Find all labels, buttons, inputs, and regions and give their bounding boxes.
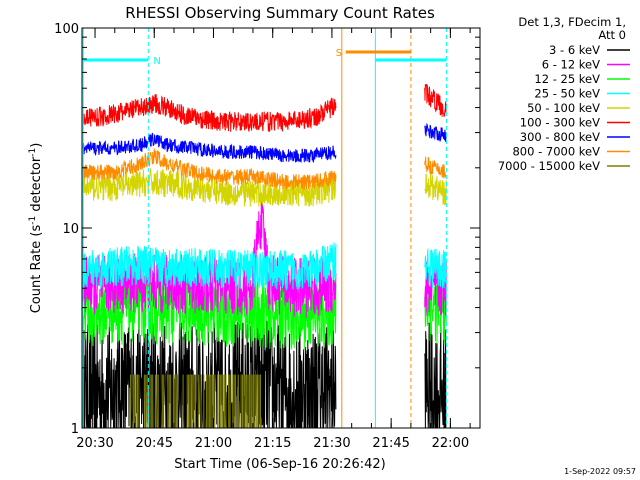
info-line: Det 1,3, FDecim 1, <box>518 15 626 29</box>
legend-label: 7000 - 15000 keV <box>498 159 600 173</box>
x-axis-label: Start Time (06-Sep-16 20:26:42) <box>174 457 385 472</box>
series-line <box>424 321 447 429</box>
y-ticks: 100 10 1 <box>54 22 480 437</box>
x-tick-label: 21:45 <box>372 436 409 451</box>
series-line <box>82 192 337 318</box>
legend-label: 800 - 7000 keV <box>512 145 600 159</box>
series-100-300-kev <box>82 83 447 132</box>
series-line <box>424 83 447 117</box>
y-tick-label: 10 <box>62 222 79 237</box>
legend-label: 25 - 50 keV <box>534 87 600 101</box>
y-axis-label-exp: -1 <box>28 148 38 157</box>
y-axis-label-part: ) <box>29 143 44 148</box>
timestamp: 1-Sep-2022 09:57 <box>564 467 636 476</box>
y-axis-label-part: Count Rate (s <box>29 225 44 314</box>
x-ticks: 20:30 20:45 21:00 21:15 21:30 21:45 22:00 <box>76 28 471 451</box>
series-line <box>82 94 337 132</box>
north-label: N <box>153 56 160 67</box>
y-tick-label: 100 <box>54 22 79 37</box>
x-tick-label: 20:45 <box>136 436 173 451</box>
legend-label: 12 - 25 keV <box>534 72 600 86</box>
south-label: S <box>336 48 342 59</box>
y-axis-label: Count Rate (s-1 detector-1) <box>28 143 44 314</box>
series-7000-15000-kev <box>130 374 261 428</box>
series-line <box>424 122 447 143</box>
plot-area: N S 100 10 120:30 20:45 21:00 21:15 21:30 21:45 22… <box>54 22 481 451</box>
series-line <box>424 273 447 344</box>
series-line <box>82 242 337 291</box>
legend-label: 300 - 800 keV <box>520 130 600 144</box>
x-tick-label: 20:30 <box>76 436 113 451</box>
series-line <box>82 148 337 191</box>
series-line <box>424 172 447 206</box>
x-tick-label: 21:15 <box>254 436 291 451</box>
series-300-800-kev <box>82 122 447 163</box>
series-800-7000-kev <box>82 148 447 191</box>
series-line <box>424 248 447 289</box>
y-tick-label: 1 <box>71 422 79 437</box>
x-tick-label: 21:30 <box>313 436 350 451</box>
series-25-50-kev <box>82 242 447 291</box>
legend-label: 100 - 300 keV <box>520 116 600 130</box>
y-axis-label-exp: -1 <box>28 216 38 225</box>
legend-label: 50 - 100 keV <box>527 101 600 115</box>
detector-info: Det 1,3, FDecim 1,Att 0 <box>518 15 626 42</box>
info-line: Att 0 <box>598 28 626 42</box>
legend-label: 6 - 12 keV <box>542 58 600 72</box>
series-50-100-kev <box>82 168 447 207</box>
y-axis-label-part: detector <box>29 156 44 216</box>
chart-title: RHESSI Observing Summary Count Rates <box>125 4 435 22</box>
x-tick-label: 22:00 <box>432 436 469 451</box>
series-line <box>82 132 337 163</box>
legend-label: 3 - 6 keV <box>549 43 600 57</box>
series-line <box>424 156 447 179</box>
x-tick-label: 21:00 <box>195 436 232 451</box>
